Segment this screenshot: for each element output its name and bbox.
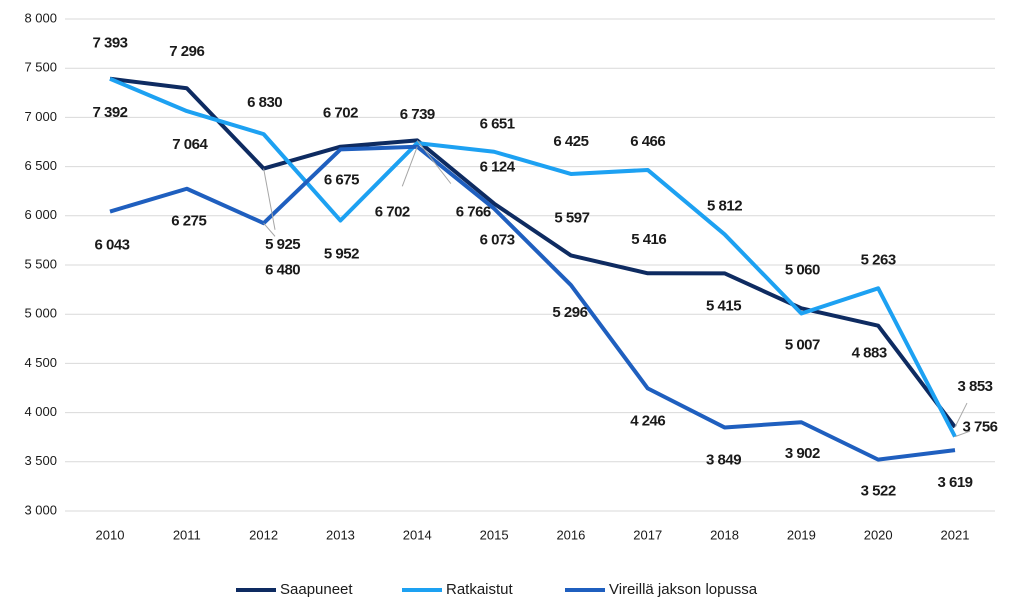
x-tick-label: 2013 [326,527,355,542]
data-label: 6 073 [480,232,515,249]
y-tick-label: 8 000 [24,10,57,25]
data-label: 5 007 [785,336,820,353]
data-label: 6 425 [553,133,588,150]
y-tick-label: 5 000 [24,306,57,321]
data-label: 3 849 [706,451,741,468]
legend-label: Saapuneet [280,581,353,598]
x-tick-label: 2019 [787,527,816,542]
y-tick-label: 4 500 [24,355,57,370]
y-tick-label: 3 000 [24,502,57,517]
data-label: 5 415 [706,297,741,314]
leader-line [954,430,971,438]
data-label: 5 263 [861,251,896,268]
data-label: 6 480 [265,262,300,279]
data-label: 5 952 [324,245,359,262]
data-label: 5 060 [785,261,820,278]
y-tick-label: 6 000 [24,207,57,222]
data-label: 5 812 [707,197,742,214]
data-label: 4 246 [630,412,665,429]
leader-line [954,402,968,428]
y-tick-label: 7 500 [24,60,57,75]
data-label: 6 830 [247,94,282,111]
y-tick-label: 5 500 [24,256,57,271]
y-tick-label: 3 500 [24,453,57,468]
series-line [109,76,957,438]
data-label: 6 766 [456,203,491,220]
data-label: 5 416 [631,231,666,248]
data-label: 7 296 [169,43,204,60]
x-tick-label: 2014 [403,527,432,542]
legend-label: Vireillä jakson lopussa [609,581,758,598]
leader-line [401,146,418,187]
data-label: 6 739 [400,106,435,123]
x-tick-label: 2020 [864,527,893,542]
data-label: 6 702 [323,105,358,122]
leader-line [263,222,276,237]
x-tick-label: 2016 [556,527,585,542]
x-tick-label: 2017 [633,527,662,542]
data-label: 6 043 [94,237,129,254]
data-label: 3 522 [861,483,896,500]
x-tick-label: 2021 [941,527,970,542]
series-line [109,76,957,429]
data-label: 6 466 [630,133,665,150]
data-label: 3 902 [785,445,820,462]
data-label: 6 675 [324,171,359,188]
x-tick-label: 2015 [480,527,509,542]
x-tick-label: 2012 [249,527,278,542]
leader-line [416,140,452,184]
data-label: 7 064 [172,136,208,153]
leader-line [263,168,276,230]
data-label: 5 597 [554,209,589,226]
series-line [109,144,956,462]
data-label: 6 124 [480,159,516,176]
x-tick-label: 2010 [96,527,125,542]
data-label: 4 883 [852,345,887,362]
legend-label: Ratkaistut [446,581,514,598]
data-label: 6 275 [171,213,206,230]
data-label: 7 392 [92,104,127,121]
data-label: 6 702 [375,204,410,221]
y-tick-label: 4 000 [24,404,57,419]
data-label: 6 651 [480,116,515,133]
x-tick-label: 2011 [173,527,201,542]
data-label: 5 296 [552,304,587,321]
data-label: 3 619 [937,474,972,491]
data-label: 3 853 [957,378,992,395]
data-label: 3 756 [962,419,997,436]
data-label: 7 393 [92,35,127,52]
data-label: 5 925 [265,236,300,253]
y-tick-label: 7 000 [24,109,57,124]
x-tick-label: 2018 [710,527,739,542]
y-tick-label: 6 500 [24,158,57,173]
